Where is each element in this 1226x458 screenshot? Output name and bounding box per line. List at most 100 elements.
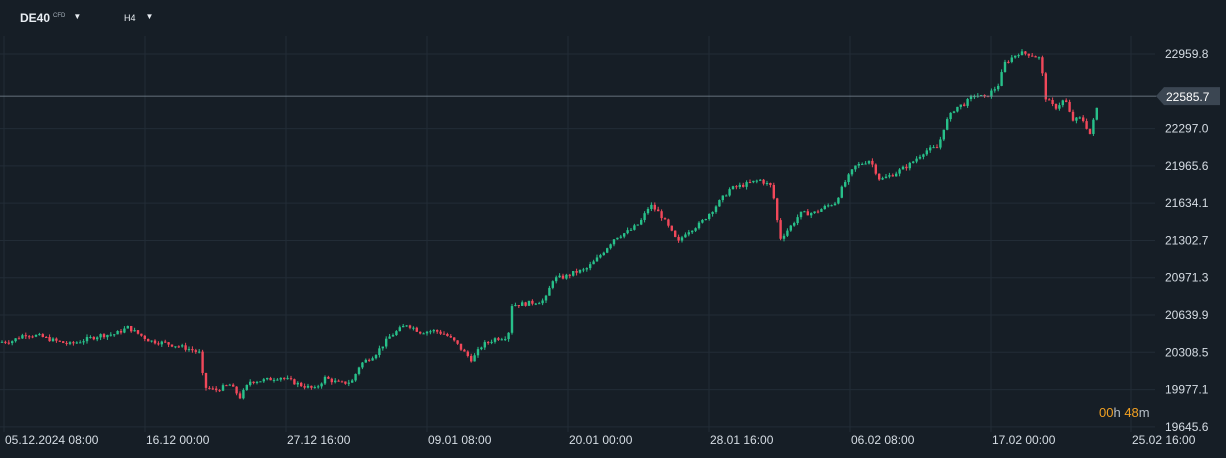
candle-up [313,387,316,389]
candle-down [130,325,133,332]
candle-up [565,274,568,279]
candle-down [147,338,150,342]
candle-down [218,390,221,392]
candle-up [272,379,276,381]
candle-down [269,377,272,381]
candle-up [616,237,619,240]
candle-down [92,337,95,340]
candle-up [276,379,279,381]
candle-down [17,338,21,340]
candle-up [915,158,918,162]
candle-up [1061,100,1064,106]
candle-up [245,384,248,390]
timeframe-selector[interactable]: H4 ▼ [124,12,154,23]
candle-up [68,342,72,344]
candle-up [582,269,585,271]
candle-down [337,380,340,382]
timeframe-dropdown-icon: ▼ [145,12,154,21]
candle-up [99,334,102,338]
candle-down [453,337,456,341]
candle-down [667,219,670,226]
candle-up [286,378,289,380]
candle-up [973,96,976,98]
candle-up [697,222,701,229]
candle-down [4,341,7,343]
candle-up [956,106,959,112]
candle-up [901,166,905,170]
candle-up [867,160,871,164]
candle-up [82,341,85,343]
candle-up [731,186,735,190]
candle-down [874,164,877,174]
candle-down [238,393,242,399]
y-tick-label: 20971.3 [1165,271,1209,285]
candle-up [113,334,116,336]
candle-up [266,377,269,380]
candle-down [517,305,520,307]
candle-up [187,349,191,351]
candle-up [626,230,629,234]
candle-up [395,331,398,336]
candle-up [578,269,582,273]
candle-up [997,85,1000,90]
candle-up [609,244,612,249]
candle-down [1088,128,1092,134]
candle-down [568,274,571,276]
candle-up [334,380,337,383]
candle-up [725,195,728,197]
candle-down [878,173,881,180]
candle-up [493,338,497,342]
candle-down [300,382,303,387]
candle-down [58,340,61,342]
candle-down [561,275,565,279]
x-tick-label: 06.02 08:00 [851,433,915,447]
candle-down [674,230,677,237]
candle-down [935,147,939,149]
candle-down [663,218,667,220]
x-tick-label: 17.02 00:00 [992,433,1056,447]
x-tick-label: 28.01 16:00 [710,433,774,447]
candle-down [62,341,65,343]
candle-up [228,384,231,386]
candle-down [140,333,143,336]
candle-up [810,213,813,216]
candle-up [942,129,945,140]
candle-up [684,234,687,238]
candle-up [1000,72,1003,86]
candle-down [102,334,106,338]
candle-down [657,209,660,212]
candle-up [925,150,928,155]
candle-down [463,349,466,352]
y-tick-label: 20308.5 [1165,345,1209,359]
candle-up [888,175,891,177]
candle-down [235,386,238,394]
candle-up [629,229,633,231]
candle-up [347,382,350,384]
candle-up [908,162,911,169]
candle-up [912,161,915,163]
candle-up [993,89,996,91]
candle-up [473,355,476,362]
chart-toolbar: DE40 CFD ▼ H4 ▼ [0,0,1226,36]
candle-down [1082,117,1085,122]
candle-up [249,381,252,385]
candle-up [918,156,922,159]
candle-up [728,189,731,196]
candle-up [592,261,595,265]
symbol-dropdown-icon: ▼ [73,12,82,21]
candle-up [939,139,942,148]
candle-up [425,331,429,334]
candle-down [497,338,500,340]
candle-up [745,182,748,187]
countdown-minutes-unit: m [1138,405,1150,420]
candle-down [153,340,157,344]
candle-up [585,268,588,270]
candle-countdown: 00h 48m [1099,405,1150,420]
candle-up [398,327,401,332]
symbol-selector[interactable]: DE40 CFD ▼ [20,11,81,25]
candle-up [946,119,949,130]
candle-down [575,271,578,273]
candle-down [191,349,194,351]
candle-down [456,340,459,344]
